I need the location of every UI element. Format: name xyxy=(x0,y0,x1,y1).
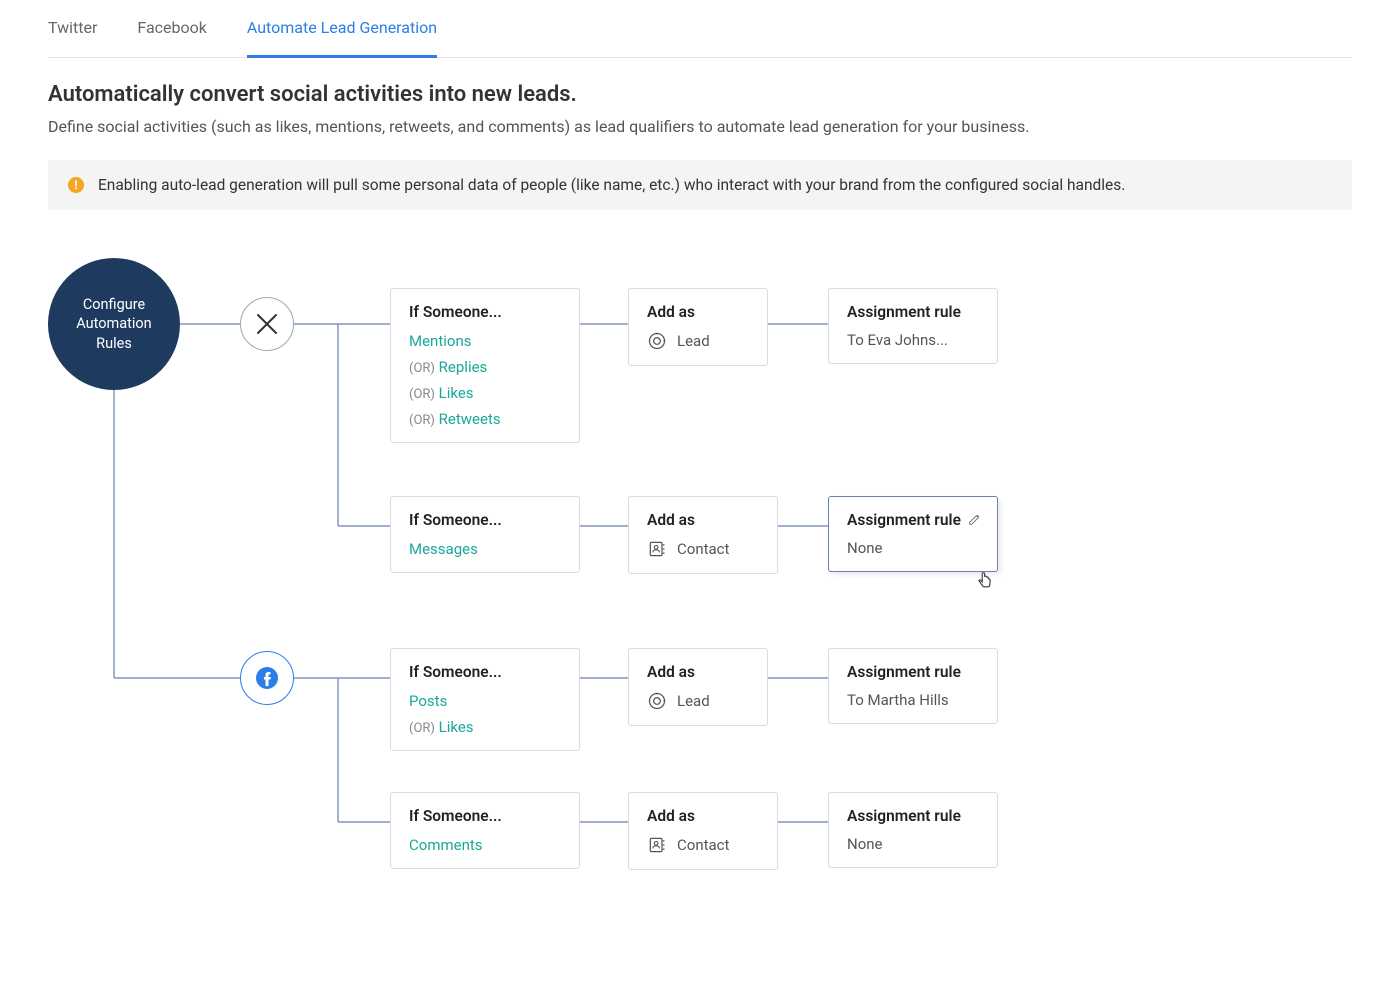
info-alert: ! Enabling auto-lead generation will pul… xyxy=(48,160,1352,210)
edit-icon[interactable] xyxy=(967,511,983,527)
add-as-card-row2[interactable]: Add as Contact xyxy=(628,496,778,574)
or-label: (OR) xyxy=(409,721,435,736)
alert-text: Enabling auto-lead generation will pull … xyxy=(98,176,1125,194)
trigger-action[interactable]: Comments xyxy=(409,836,483,854)
page-title: Automatically convert social activities … xyxy=(48,82,1352,107)
lead-icon xyxy=(647,331,667,351)
lead-icon xyxy=(647,691,667,711)
add-as-title: Add as xyxy=(647,511,759,529)
add-as-type: Lead xyxy=(677,692,710,710)
assignment-title: Assignment rule xyxy=(847,303,979,321)
trigger-card-row4[interactable]: If Someone... Comments xyxy=(390,792,580,869)
trigger-title: If Someone... xyxy=(409,303,561,321)
assignment-value: None xyxy=(847,835,979,853)
assignment-title: Assignment rule xyxy=(847,807,979,825)
facebook-icon xyxy=(255,666,279,690)
trigger-card-row2[interactable]: If Someone... Messages xyxy=(390,496,580,573)
root-line1: Configure xyxy=(83,295,145,315)
alert-icon: ! xyxy=(68,177,84,193)
assignment-value: To Eva Johns... xyxy=(847,331,979,349)
add-as-title: Add as xyxy=(647,807,759,825)
add-as-title: Add as xyxy=(647,663,749,681)
root-line3: Rules xyxy=(96,334,132,354)
tab-automate-lead-generation[interactable]: Automate Lead Generation xyxy=(247,0,437,58)
trigger-title: If Someone... xyxy=(409,511,561,529)
platform-twitter-node[interactable] xyxy=(240,297,294,351)
platform-facebook-node[interactable] xyxy=(240,651,294,705)
assignment-title: Assignment rule xyxy=(847,663,979,681)
add-as-type: Lead xyxy=(677,332,710,350)
trigger-action[interactable]: Likes xyxy=(439,718,474,736)
assignment-value: To Martha Hills xyxy=(847,691,979,709)
trigger-action[interactable]: Posts xyxy=(409,692,447,710)
or-label: (OR) xyxy=(409,361,435,376)
or-label: (OR) xyxy=(409,413,435,428)
or-label: (OR) xyxy=(409,387,435,402)
add-as-card-row3[interactable]: Add as Lead xyxy=(628,648,768,726)
tab-twitter[interactable]: Twitter xyxy=(48,0,97,58)
trigger-title: If Someone... xyxy=(409,663,561,681)
trigger-action[interactable]: Replies xyxy=(439,358,488,376)
configure-automation-rules-node: Configure Automation Rules xyxy=(48,258,180,390)
contact-icon xyxy=(647,539,667,559)
trigger-card-row3[interactable]: If Someone... Posts (OR) Likes xyxy=(390,648,580,751)
trigger-action[interactable]: Retweets xyxy=(439,410,501,428)
add-as-card-row4[interactable]: Add as Contact xyxy=(628,792,778,870)
add-as-type: Contact xyxy=(677,540,729,558)
assignment-card-row1[interactable]: Assignment rule To Eva Johns... xyxy=(828,288,998,364)
add-as-title: Add as xyxy=(647,303,749,321)
root-line2: Automation xyxy=(76,314,151,334)
contact-icon xyxy=(647,835,667,855)
add-as-card-row1[interactable]: Add as Lead xyxy=(628,288,768,366)
trigger-action[interactable]: Messages xyxy=(409,540,478,558)
cursor-pointer-icon xyxy=(974,570,996,592)
assignment-card-row2[interactable]: Assignment rule None xyxy=(828,496,998,572)
x-twitter-icon xyxy=(255,312,279,336)
tabs: Twitter Facebook Automate Lead Generatio… xyxy=(48,0,1352,58)
trigger-title: If Someone... xyxy=(409,807,561,825)
assignment-title: Assignment rule xyxy=(847,511,979,529)
trigger-action[interactable]: Likes xyxy=(439,384,474,402)
assignment-value: None xyxy=(847,539,979,557)
assignment-card-row4[interactable]: Assignment rule None xyxy=(828,792,998,868)
page-header: Automatically convert social activities … xyxy=(48,82,1352,136)
page-subtitle: Define social activities (such as likes,… xyxy=(48,117,1352,136)
add-as-type: Contact xyxy=(677,836,729,854)
trigger-action[interactable]: Mentions xyxy=(409,332,471,350)
tab-facebook[interactable]: Facebook xyxy=(137,0,206,58)
trigger-card-row1[interactable]: If Someone... Mentions (OR) Replies (OR)… xyxy=(390,288,580,443)
assignment-card-row3[interactable]: Assignment rule To Martha Hills xyxy=(828,648,998,724)
rules-canvas: Configure Automation Rules If Someone...… xyxy=(48,258,1352,938)
